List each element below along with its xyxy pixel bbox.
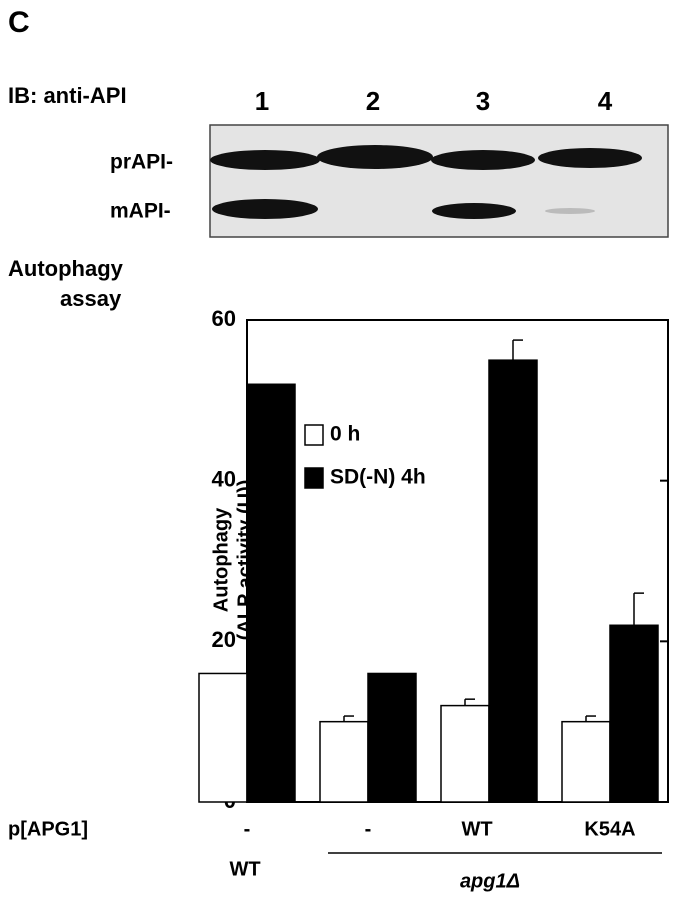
bar (609, 624, 659, 803)
bar (561, 720, 611, 803)
bar (488, 359, 538, 803)
lane-label: 4 (598, 86, 613, 116)
band (317, 145, 433, 169)
y-tick-label: 20 (212, 627, 236, 652)
band (545, 208, 595, 214)
band (431, 150, 535, 170)
legend-swatch (304, 424, 324, 446)
blot-membrane (209, 124, 669, 238)
lane-label: 1 (255, 86, 269, 116)
blot-row-label: mAPI- (110, 200, 171, 223)
band (538, 148, 642, 168)
bar (319, 720, 369, 803)
band (432, 203, 516, 219)
x-tick-label: - (365, 818, 372, 840)
band (210, 150, 320, 170)
legend-swatch (304, 467, 324, 489)
blot-row-label: prAPI- (110, 151, 173, 174)
lane-label: 3 (476, 86, 490, 116)
bar (198, 672, 248, 803)
legend-label: 0 h (330, 423, 360, 446)
lane-label: 2 (366, 86, 380, 116)
bar (367, 672, 417, 803)
blot-title: IB: anti-API (8, 83, 127, 108)
y-tick-label: 40 (212, 466, 236, 491)
y-axis-label: Autophagy (210, 507, 232, 612)
assay-label: assay (60, 286, 122, 311)
x-tick-label: K54A (584, 818, 635, 840)
panel-label: C (8, 6, 30, 39)
band (212, 199, 318, 219)
x-tick-label: WT (461, 818, 492, 840)
category-axis-label: p[APG1] (8, 818, 88, 840)
legend-label: SD(-N) 4h (330, 466, 426, 489)
strain-label: WT (229, 858, 260, 880)
y-tick-label: 60 (212, 306, 236, 331)
assay-label: Autophagy (8, 256, 124, 281)
strain-label: apg1Δ (460, 870, 520, 892)
bar (440, 704, 490, 803)
bar (246, 383, 296, 803)
blot (209, 124, 669, 238)
x-tick-label: - (244, 818, 251, 840)
